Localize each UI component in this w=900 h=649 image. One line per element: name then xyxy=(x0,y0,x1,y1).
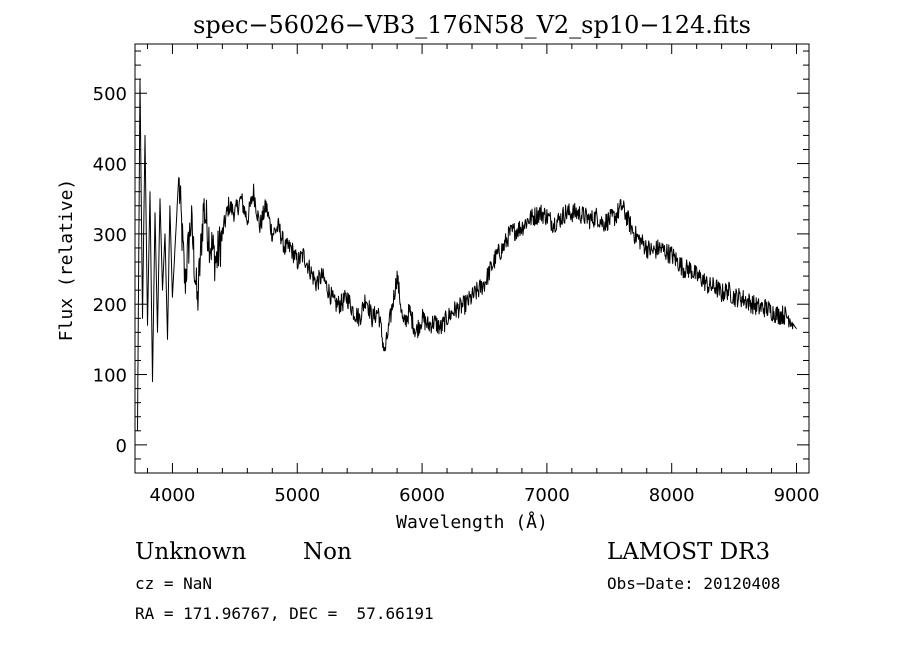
y-tick-label: 100 xyxy=(93,366,127,387)
redshift-label: cz = NaN xyxy=(135,574,212,593)
object-subclass: Non xyxy=(303,539,352,565)
coordinates-label: RA = 171.96767, DEC = 57.66191 xyxy=(135,604,434,623)
y-tick-label: 300 xyxy=(93,225,127,246)
axis-ticks xyxy=(135,44,809,474)
survey-label: LAMOST DR3 xyxy=(607,539,770,565)
plot-frame xyxy=(134,43,810,474)
y-tick-labels: 0 100 200 300 400 500 xyxy=(93,84,127,457)
y-tick-label: 0 xyxy=(116,436,127,457)
x-tick-labels: 4000 5000 6000 7000 8000 9000 xyxy=(150,485,820,506)
chart-title: spec−56026−VB3_176N58_V2_sp10−124.fits xyxy=(193,11,751,39)
y-tick-label: 500 xyxy=(93,84,127,105)
x-tick-label: 7000 xyxy=(524,485,570,506)
y-axis-label: Flux (relative) xyxy=(56,179,77,342)
spectrum-line xyxy=(137,78,797,431)
y-tick-label: 400 xyxy=(93,155,127,176)
object-class: Unknown xyxy=(135,539,246,565)
x-tick-label: 6000 xyxy=(399,485,445,506)
y-tick-label: 200 xyxy=(93,295,127,316)
x-tick-label: 8000 xyxy=(649,485,695,506)
obs-date-label: Obs−Date: 20120408 xyxy=(607,574,780,593)
x-tick-label: 5000 xyxy=(274,485,320,506)
x-axis-label: Wavelength (Å) xyxy=(396,511,548,533)
x-tick-label: 4000 xyxy=(150,485,196,506)
x-tick-label: 9000 xyxy=(774,485,820,506)
